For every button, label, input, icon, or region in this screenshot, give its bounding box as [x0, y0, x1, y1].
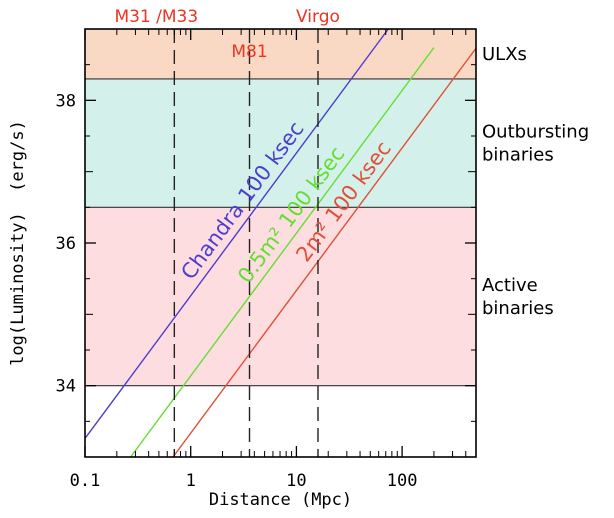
y-tick-label: 38	[56, 91, 76, 111]
galaxy-label-m81: M81	[231, 42, 267, 62]
galaxy-label-m31-m33: M31 /M33	[114, 7, 198, 27]
y-tick-label: 36	[56, 234, 76, 254]
band-outbursting-binaries	[85, 78, 476, 208]
x-tick-label: 0.1	[70, 471, 101, 491]
series-line-0-5m-100-ksec	[130, 47, 435, 457]
series-line-chandra-100-ksec	[85, 29, 389, 439]
band-label-ulxs: ULXs	[482, 44, 527, 65]
series-line-2m-100-ksec	[172, 47, 476, 457]
band-active-binaries	[85, 207, 476, 386]
x-tick-label: 10	[286, 471, 306, 491]
y-tick-label: 34	[56, 377, 76, 397]
band-ulxs	[85, 29, 476, 79]
band-label-active-binaries: Active binaries	[482, 275, 554, 319]
x-tick-label: 100	[387, 471, 418, 491]
band-label-outbursting-binaries: Outbursting binaries	[482, 122, 589, 166]
y-axis-label: log(Luminosity) (erg/s)	[8, 120, 28, 366]
x-axis-label: Distance (Mpc)	[209, 490, 352, 510]
x-tick-label: 1	[186, 471, 196, 491]
galaxy-label-virgo: Virgo	[296, 7, 340, 27]
